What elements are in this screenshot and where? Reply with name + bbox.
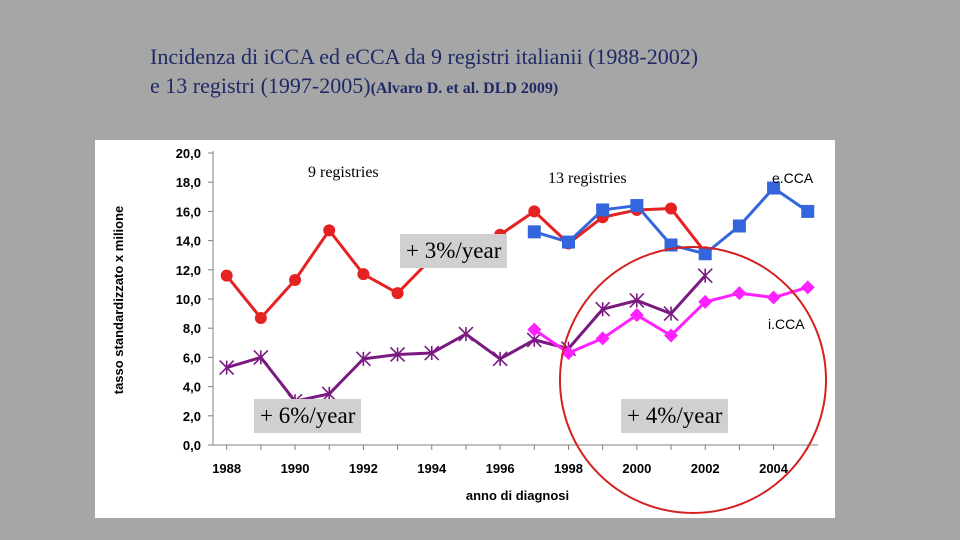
slide-title: Incidenza di iCCA ed eCCA da 9 registri … xyxy=(150,42,698,103)
y-tick-label: 14,0 xyxy=(176,234,201,249)
y-tick-label: 16,0 xyxy=(176,204,201,219)
data-point-asterisk xyxy=(663,306,679,322)
x-axis-label: anno di diagnosi xyxy=(466,488,569,503)
x-tick-label: 2002 xyxy=(691,461,720,476)
annotation-ecca: e.CCA xyxy=(772,170,814,186)
data-point-asterisk xyxy=(390,346,406,363)
data-point-diamond xyxy=(766,290,781,305)
y-tick-label: 10,0 xyxy=(176,292,201,307)
trend-icca-early-box: + 6%/year xyxy=(254,399,362,433)
data-point-circle xyxy=(665,202,678,215)
data-point-square xyxy=(527,225,541,239)
data-point-asterisk xyxy=(253,349,269,365)
data-point-square xyxy=(767,181,781,195)
data-point-diamond xyxy=(664,328,679,343)
data-point-asterisk xyxy=(424,345,440,361)
title-line-2-main: e 13 registri (1997-2005) xyxy=(150,73,371,98)
data-point-diamond xyxy=(732,286,747,301)
y-tick-label: 6,0 xyxy=(183,350,201,365)
x-tick-label: 1992 xyxy=(349,461,378,476)
title-reference: (Alvaro D. et al. DLD 2009) xyxy=(370,80,559,97)
x-tick-label: 1996 xyxy=(486,461,515,476)
data-point-circle xyxy=(220,269,233,282)
highlight-circle xyxy=(559,246,827,514)
y-tick-label: 12,0 xyxy=(176,263,201,278)
x-tick-label: 1998 xyxy=(554,461,583,476)
data-point-square xyxy=(596,203,610,217)
y-tick-label: 8,0 xyxy=(183,321,201,336)
data-point-asterisk xyxy=(697,268,713,284)
data-point-circle xyxy=(254,311,267,324)
x-tick-label: 1990 xyxy=(281,461,310,476)
data-point-circle xyxy=(323,224,336,237)
data-point-square xyxy=(732,219,746,233)
x-tick-label: 2000 xyxy=(622,461,651,476)
y-tick-label: 4,0 xyxy=(183,380,201,395)
annotation-icca: i.CCA xyxy=(768,316,805,332)
data-point-diamond xyxy=(800,280,815,295)
data-point-asterisk xyxy=(458,326,474,342)
data-point-asterisk xyxy=(355,351,371,367)
data-point-circle xyxy=(528,205,541,218)
title-line-1: Incidenza di iCCA ed eCCA da 9 registri … xyxy=(150,44,699,69)
chart-panel xyxy=(95,140,835,518)
data-point-square xyxy=(698,247,712,261)
data-point-circle xyxy=(289,274,302,287)
data-point-diamond xyxy=(698,294,713,309)
data-point-asterisk xyxy=(595,301,611,317)
data-point-circle xyxy=(357,268,370,281)
y-tick-label: 18,0 xyxy=(176,175,201,190)
data-point-square xyxy=(561,235,575,249)
x-tick-label: 1994 xyxy=(417,461,447,476)
y-tick-label: 2,0 xyxy=(183,409,201,424)
data-point-diamond xyxy=(527,322,542,337)
data-point-diamond xyxy=(595,331,610,346)
data-point-asterisk xyxy=(219,360,235,376)
data-point-diamond xyxy=(629,308,644,323)
y-tick-label: 0,0 xyxy=(183,438,201,453)
data-point-asterisk xyxy=(321,386,337,402)
data-point-asterisk xyxy=(629,292,645,309)
data-point-square xyxy=(801,204,815,218)
trend-ecca-box: + 3%/year xyxy=(400,234,508,268)
data-point-square xyxy=(630,199,644,213)
chart-series xyxy=(219,181,815,409)
trend-icca-late-box: + 4%/year xyxy=(621,399,729,433)
x-tick-label: 2004 xyxy=(759,461,789,476)
x-tick-label: 1988 xyxy=(212,461,241,476)
annotation-13-registries: 13 registries xyxy=(548,170,627,187)
data-point-diamond xyxy=(561,346,576,361)
chart-axes: 0,0 2,0 4,0 6,0 8,0 10,0 12,0 14,0 16,0 18,0 20,0 1… xyxy=(111,146,818,503)
data-point-circle xyxy=(391,287,404,300)
y-axis-label: tasso standardizzato x milione xyxy=(111,206,126,395)
annotation-9-registries: 9 registries xyxy=(308,164,379,181)
title-line-2: e 13 registri (1997-2005)(Alvaro D. et a… xyxy=(150,71,698,103)
data-point-asterisk xyxy=(492,351,508,367)
y-tick-label: 20,0 xyxy=(176,146,201,161)
